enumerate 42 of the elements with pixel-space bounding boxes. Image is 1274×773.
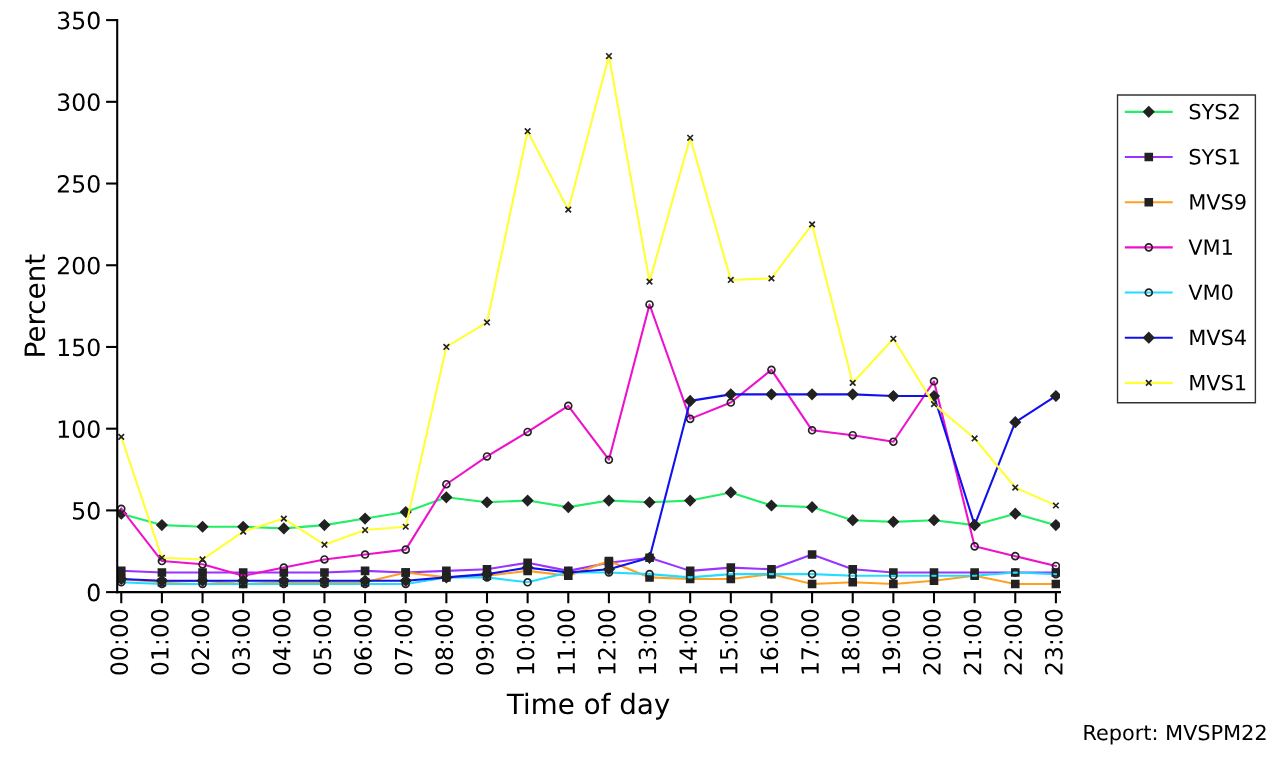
text: Report: MVSPM22 — [1084, 724, 1266, 745]
x-tick-label: 12:00 — [597, 609, 616, 674]
legend-label: MVS1 — [1190, 374, 1246, 391]
x-tick-label: 04:00 — [272, 609, 291, 675]
x-tick-label: 13:00 — [638, 609, 657, 674]
x-tick-label: 00:00 — [110, 609, 129, 675]
x-tick-label: 03:00 — [232, 609, 251, 675]
x-tick-label: 02:00 — [191, 609, 210, 675]
legend-label: SYS2 — [1189, 103, 1239, 120]
y-tick-label: 200 — [57, 256, 100, 275]
x-tick-label: 11:00 — [557, 609, 576, 674]
y-tick-label: 50 — [73, 501, 100, 520]
x-axis-title: Time of day — [506, 692, 670, 720]
legend-label: MVS9 — [1190, 194, 1246, 210]
x-tick-label: 10:00 — [516, 609, 535, 674]
x-tick-label: 08:00 — [435, 609, 454, 675]
x-tick-label: 01:00 — [150, 609, 169, 675]
x-tick-label: 19:00 — [882, 609, 901, 674]
x-tick-label: 06:00 — [354, 609, 372, 675]
y-tick-label: 100 — [58, 420, 100, 438]
x-tick-label: 17:00 — [801, 609, 819, 674]
legend-label: MVS4 — [1190, 329, 1246, 346]
y-axis-title: Percent — [24, 254, 46, 356]
x-tick-label: 09:00 — [475, 609, 494, 675]
y-tick-label: 150 — [58, 338, 100, 357]
x-tick-label: 05:00 — [313, 609, 332, 675]
x-tick-label: 23:00 — [1044, 609, 1063, 675]
x-tick-label: 14:00 — [679, 609, 698, 674]
y-tick-label: 250 — [57, 174, 100, 193]
x-tick-label: 16:00 — [760, 609, 779, 674]
y-tick-label: 300 — [57, 93, 100, 112]
x-tick-label: 15:00 — [719, 609, 738, 674]
x-tick-label: 07:00 — [394, 609, 413, 675]
y-tick-label: 350 — [57, 11, 100, 30]
legend-label: VM1 — [1188, 239, 1232, 255]
x-tick-label: 21:00 — [963, 609, 982, 675]
legend-label: VM0 — [1188, 284, 1233, 301]
x-tick-label: 18:00 — [841, 609, 860, 674]
y-tick-label: 0 — [87, 583, 100, 602]
legend-label: SYS1 — [1189, 148, 1239, 165]
x-tick-label: 20:00 — [922, 609, 941, 675]
x-tick-label: 22:00 — [1004, 609, 1023, 675]
